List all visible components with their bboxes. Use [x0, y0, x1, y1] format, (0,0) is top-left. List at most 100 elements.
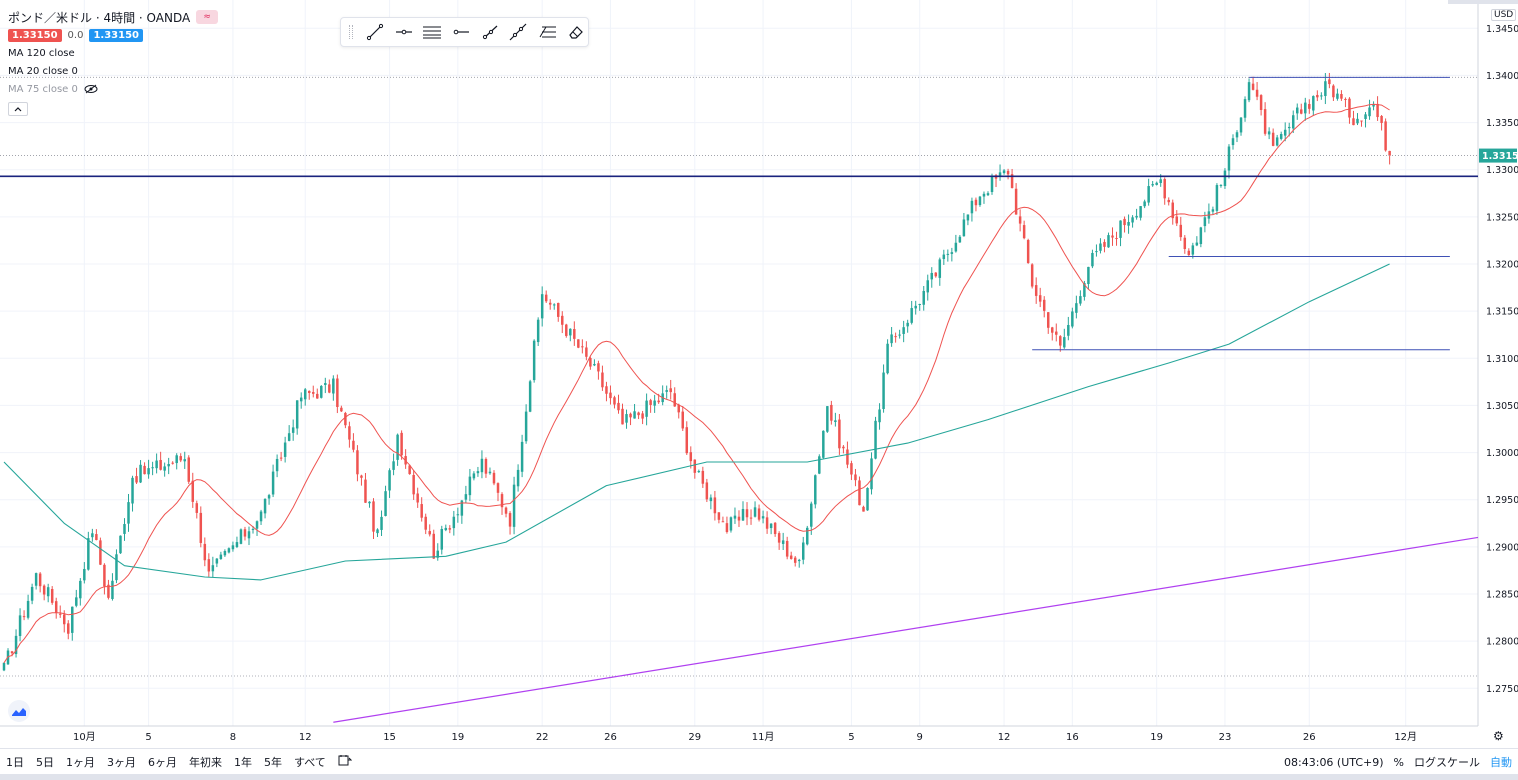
candle-body — [621, 408, 624, 425]
candle-body — [340, 407, 343, 412]
candle-body — [1344, 98, 1347, 100]
candle-body — [54, 601, 58, 613]
y-tick-label: 1.29500 — [1486, 495, 1518, 506]
candle-body — [83, 568, 86, 581]
collapse-legend-button[interactable] — [8, 102, 28, 116]
candle-body — [705, 482, 709, 500]
candle-body — [649, 400, 652, 405]
candle-body — [203, 543, 207, 561]
logo — [8, 700, 30, 722]
range-1d-button[interactable]: 1日 — [6, 755, 24, 769]
candle-body — [653, 400, 656, 406]
candle-body — [348, 426, 351, 440]
candle-body — [773, 522, 777, 535]
price-chart[interactable]: 1.27500 1.28000 1.28500 1.29000 1.29500 1.300… — [0, 0, 1518, 748]
bottom-right-controls: 08:43:06 (UTC+9) % ログスケール 自動 — [1284, 749, 1512, 775]
chart-legend: ポンド／米ドル · 4時間 · OANDA ≈ 1.33150 0.0 1.33… — [8, 8, 219, 116]
chevron-up-icon — [14, 107, 22, 112]
candle-body — [669, 388, 672, 393]
indicator-ma120[interactable]: MA 120 close — [8, 44, 218, 62]
fib-retracement-tool[interactable] — [535, 19, 560, 45]
top-scrollbar[interactable] — [1448, 0, 1518, 4]
horizontal-line-tool[interactable] — [449, 19, 474, 45]
candle-body — [488, 471, 492, 474]
indicator-label: MA 75 close 0 — [8, 83, 78, 95]
candle-body — [1063, 337, 1066, 348]
candle-body — [115, 554, 118, 581]
trade-row: 1.33150 0.0 1.33150 — [8, 26, 218, 44]
candle-body — [312, 392, 315, 394]
candle-body — [569, 328, 572, 336]
purple-trend-line[interactable] — [333, 536, 1479, 723]
indicator-ma20[interactable]: MA 20 close 0 — [8, 62, 218, 80]
range-1m-button[interactable]: 1ヶ月 — [66, 755, 95, 769]
price-axis[interactable] — [1478, 0, 1518, 748]
candle-body — [729, 517, 733, 531]
candle-body — [1123, 218, 1126, 226]
candle-body — [1111, 235, 1114, 238]
candle-body — [1010, 174, 1014, 188]
range-1y-button[interactable]: 1年 — [234, 755, 252, 769]
ray-tool[interactable] — [477, 19, 502, 45]
settings-gear-icon[interactable]: ⚙ — [1493, 729, 1504, 743]
sell-button[interactable]: 1.33150 — [8, 28, 62, 42]
y-tick-label: 1.34000 — [1486, 71, 1518, 82]
drawing-toolbar[interactable] — [340, 17, 589, 47]
x-tick-label: 5 — [848, 732, 854, 743]
y-tick-label: 1.34500 — [1486, 24, 1518, 35]
y-tick-label: 1.30000 — [1486, 448, 1518, 459]
range-3m-button[interactable]: 3ヶ月 — [107, 755, 136, 769]
candle-body — [392, 461, 395, 470]
candle-body — [18, 615, 22, 636]
indicator-ma75[interactable]: MA 75 close 0 — [8, 80, 218, 98]
symbol-title[interactable]: ポンド／米ドル · 4時間 · OANDA — [8, 10, 191, 25]
parallel-channel-tool[interactable] — [420, 19, 445, 45]
candle-body — [512, 484, 516, 527]
range-all-button[interactable]: すべて — [294, 755, 326, 769]
fib-retracement-icon — [539, 26, 557, 38]
candle-body — [846, 449, 849, 465]
candle-body — [408, 465, 411, 475]
candle-body — [801, 542, 805, 560]
candle-body — [986, 193, 990, 196]
candle-body — [1083, 283, 1086, 297]
candle-body — [452, 516, 456, 529]
candle-body — [657, 400, 660, 403]
drag-handle[interactable] — [349, 25, 353, 39]
eraser-tool[interactable] — [563, 19, 588, 45]
candle-body — [58, 613, 62, 615]
candle-body — [1071, 311, 1074, 327]
log-scale-button[interactable]: ログスケール — [1414, 756, 1480, 769]
range-5y-button[interactable]: 5年 — [264, 755, 282, 769]
goto-date-button[interactable] — [332, 754, 358, 769]
candle-body — [1067, 324, 1070, 336]
candle-body — [1336, 93, 1339, 99]
candle-body — [99, 540, 102, 565]
range-6m-button[interactable]: 6ヶ月 — [148, 755, 177, 769]
range-ytd-button[interactable]: 年初来 — [189, 755, 222, 769]
horizontal-ray-tool[interactable] — [392, 19, 417, 45]
candle-body — [1179, 224, 1183, 238]
trend-line-tool[interactable] — [363, 19, 388, 45]
currency-label[interactable]: USD — [1491, 9, 1517, 21]
extended-line-tool[interactable] — [506, 19, 531, 45]
candle-body — [1195, 242, 1199, 246]
candle-body — [235, 542, 239, 548]
range-5d-button[interactable]: 5日 — [36, 755, 54, 769]
candle-body — [1199, 227, 1203, 245]
candle-body — [725, 523, 729, 532]
buy-button[interactable]: 1.33150 — [89, 28, 143, 42]
eye-hidden-icon[interactable] — [84, 84, 98, 94]
candle-body — [617, 402, 620, 411]
percent-scale-button[interactable]: % — [1393, 755, 1404, 769]
clock-timezone[interactable]: 08:43:06 (UTC+9) — [1284, 755, 1384, 769]
candle-body — [215, 558, 219, 564]
candle-body — [1175, 216, 1179, 224]
candle-body — [862, 506, 865, 512]
candle-body — [1231, 138, 1235, 146]
compare-badge[interactable]: ≈ — [196, 10, 219, 24]
candle-body — [1372, 104, 1375, 107]
auto-scale-button[interactable]: 自動 — [1490, 756, 1512, 769]
bottom-scrollbar[interactable] — [0, 774, 1518, 780]
